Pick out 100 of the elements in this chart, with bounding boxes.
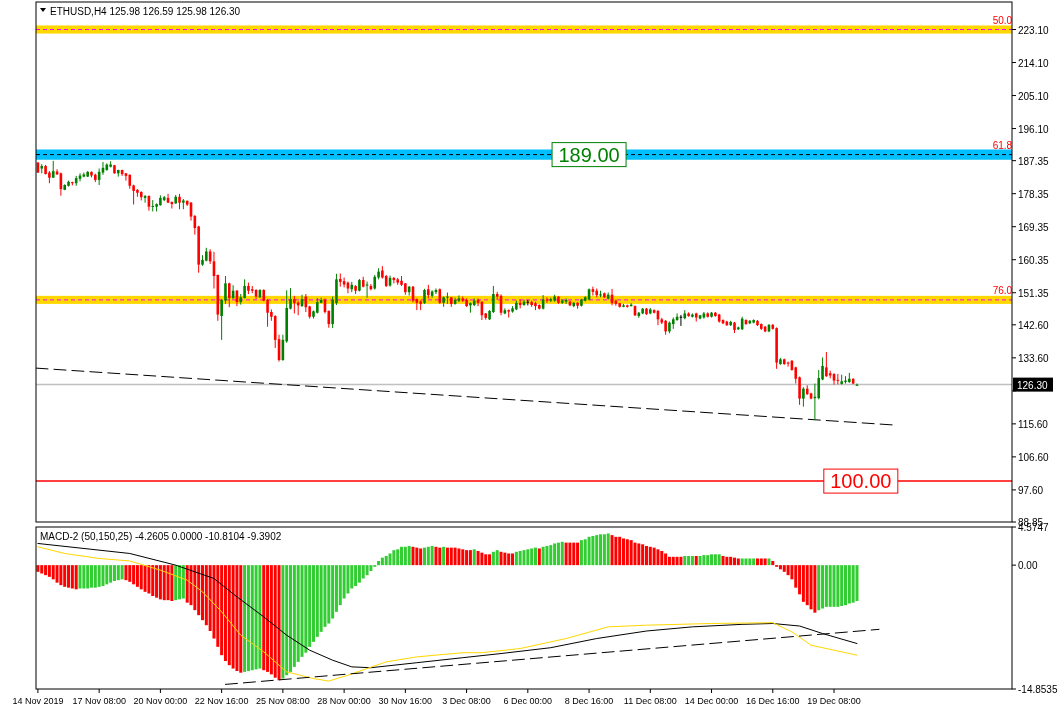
bar <box>262 565 266 671</box>
x-tick-label: 8 Dec 16:00 <box>564 696 614 706</box>
y-tick-label: 151.35 <box>1018 287 1050 299</box>
bar <box>377 560 381 566</box>
bar <box>560 541 564 566</box>
x-tick-label: 14 Nov 2019 <box>12 696 64 706</box>
bar <box>235 565 239 672</box>
bar <box>361 565 365 579</box>
bar <box>120 565 124 580</box>
bar <box>415 547 419 566</box>
bar <box>239 565 243 673</box>
bar <box>434 546 438 566</box>
bar <box>250 565 254 671</box>
bar <box>813 565 817 613</box>
candlestick <box>446 292 449 305</box>
bar <box>733 557 737 566</box>
bar <box>587 536 591 566</box>
x-tick-label: 16 Dec 16:00 <box>746 696 800 706</box>
annotation: 50.0 <box>992 14 1013 26</box>
bar <box>652 547 656 566</box>
bar <box>702 555 706 566</box>
bar <box>526 549 530 566</box>
chart-title: ETHUSD,H4 125.98 126.59 125.98 126.30 <box>50 6 241 17</box>
bar <box>132 565 136 585</box>
bar <box>828 565 832 607</box>
y-tick-label: 142.60 <box>1018 319 1050 331</box>
bar <box>801 565 805 602</box>
bar <box>763 558 767 566</box>
bar <box>545 545 549 566</box>
candlestick <box>469 301 472 314</box>
bar <box>289 565 293 672</box>
bar <box>591 535 595 566</box>
bar <box>844 565 848 606</box>
bar <box>269 565 273 675</box>
bar <box>392 550 396 566</box>
bar <box>633 542 637 566</box>
bar <box>782 565 786 572</box>
bar <box>93 565 97 588</box>
bar <box>729 556 733 566</box>
bar <box>227 565 231 666</box>
bar <box>63 565 67 587</box>
bar <box>74 565 78 590</box>
x-tick-label: 28 Nov 00:00 <box>317 696 371 706</box>
bar <box>258 565 262 669</box>
bar <box>465 550 469 566</box>
bar <box>86 565 90 589</box>
candlestick <box>802 386 805 408</box>
bar <box>690 555 694 566</box>
bar <box>231 565 235 669</box>
bar <box>840 565 844 606</box>
bar <box>327 565 331 624</box>
bar <box>438 547 442 566</box>
bar <box>158 565 162 600</box>
bar <box>553 543 557 566</box>
bar <box>507 553 511 566</box>
bar <box>744 558 748 566</box>
bar <box>671 556 675 566</box>
bar <box>748 558 752 566</box>
bar <box>128 565 132 582</box>
y-tick-label: 106.60 <box>1018 451 1050 463</box>
bar <box>602 534 606 566</box>
bar <box>174 565 178 601</box>
bar <box>644 545 648 566</box>
y-tick-label: 205.10 <box>1018 90 1050 102</box>
bar <box>97 565 101 587</box>
bar <box>365 565 369 576</box>
bar <box>254 565 258 670</box>
bar <box>805 565 809 606</box>
bar <box>664 553 668 566</box>
bar <box>809 565 813 610</box>
bar <box>599 534 603 566</box>
x-tick-label: 3 Dec 08:00 <box>442 696 491 706</box>
bar <box>388 553 392 566</box>
bar <box>369 565 373 571</box>
bar <box>786 565 790 576</box>
bar <box>166 565 170 601</box>
bar <box>243 565 247 672</box>
bar <box>266 565 270 672</box>
bar <box>618 536 622 566</box>
bar <box>736 558 740 566</box>
y-tick-label: 178.35 <box>1018 188 1050 200</box>
bar <box>721 555 725 566</box>
bar <box>101 565 105 586</box>
bar <box>155 565 159 598</box>
y-tick-label: 133.60 <box>1018 352 1050 364</box>
bar <box>124 565 128 581</box>
y-tick-label: 187.35 <box>1018 155 1050 167</box>
bar <box>821 565 825 609</box>
bar <box>384 555 388 566</box>
bar <box>625 539 629 566</box>
bar <box>606 533 610 566</box>
bar <box>817 565 821 611</box>
y-tick-label: 0.00 <box>1018 560 1038 572</box>
bar <box>67 565 71 588</box>
bar <box>170 565 174 601</box>
bar <box>78 565 82 589</box>
bar <box>430 545 434 566</box>
y-tick-label: 97.60 <box>1018 484 1044 496</box>
bar <box>400 546 404 566</box>
bar <box>105 565 109 585</box>
